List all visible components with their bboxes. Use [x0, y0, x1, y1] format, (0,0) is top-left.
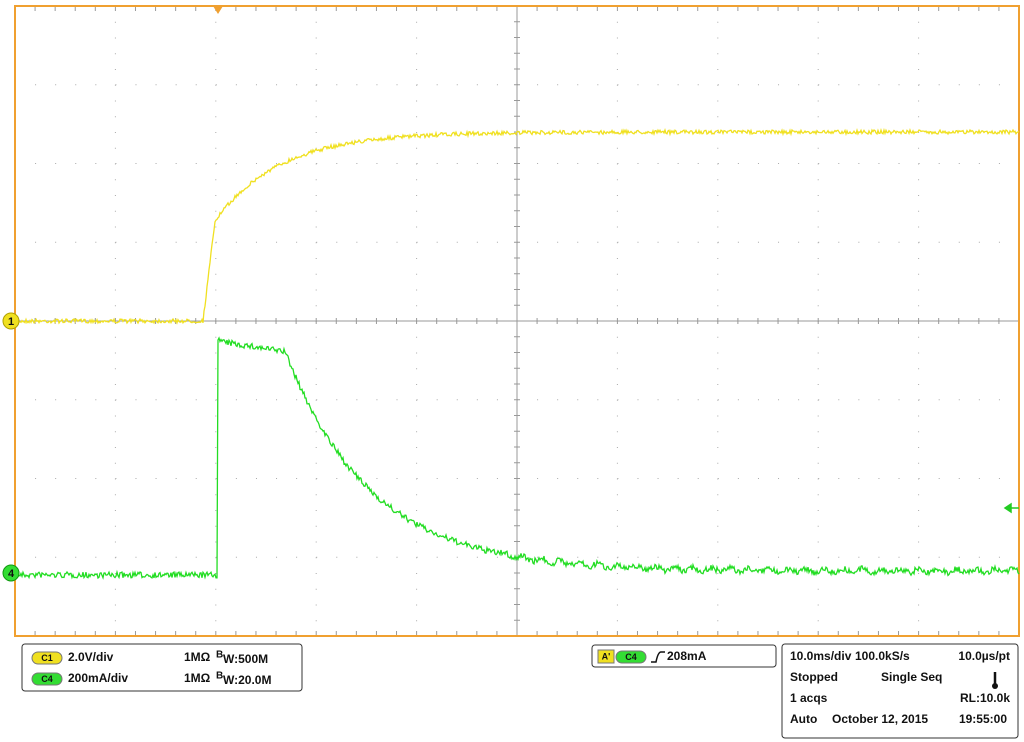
trigger-badge	[597, 649, 615, 664]
ch4-marker	[2, 564, 20, 582]
ch1-trace	[14, 127, 1020, 325]
trigger-source: C4	[625, 652, 637, 662]
trigger-level: 208mA	[667, 649, 707, 663]
trigger-position	[213, 6, 223, 14]
c1-impedance: 1MΩ	[184, 650, 211, 664]
c1-scale: 2.0V/div	[68, 650, 114, 664]
resolution: 10.0µs/pt	[958, 649, 1010, 663]
c4-badge-label: C4	[41, 674, 53, 684]
c1-bw-prefix: B	[216, 650, 223, 661]
date: October 12, 2015	[832, 712, 928, 726]
channel-panel	[21, 643, 303, 692]
timebase: 10.0ms/div	[790, 649, 852, 663]
c4-bw-prefix: B	[216, 671, 223, 682]
trigger-badge-label: A'	[602, 651, 611, 661]
c4-bw: W:20.0M	[223, 673, 271, 687]
c1-bw: W:500M	[223, 652, 268, 666]
time: 19:55:00	[959, 712, 1007, 726]
acq-state: Stopped	[790, 670, 838, 684]
c1-badge-label: C1	[41, 653, 53, 663]
trigger-source-badge	[615, 650, 647, 664]
ch4-trace	[14, 336, 1020, 580]
acquisition-panel	[781, 643, 1019, 739]
record-length: RL:10.0k	[960, 691, 1010, 705]
c4-scale: 200mA/div	[68, 671, 128, 685]
thermometer-bulb	[992, 683, 998, 689]
c4-badge	[31, 672, 63, 686]
sample-rate: 100.0kS/s	[855, 649, 910, 663]
acq-count: 1 acqs	[790, 691, 828, 705]
ch4-marker-label: 4	[8, 568, 15, 580]
trigger-level-arrow	[1003, 502, 1019, 514]
trigger-mode: Auto	[790, 712, 817, 726]
ch1-marker	[2, 312, 20, 330]
c1-badge	[31, 651, 63, 665]
rising-edge-icon	[651, 651, 665, 663]
c4-impedance: 1MΩ	[184, 671, 211, 685]
ch1-marker-label: 1	[8, 316, 14, 328]
acq-mode: Single Seq	[881, 670, 942, 684]
